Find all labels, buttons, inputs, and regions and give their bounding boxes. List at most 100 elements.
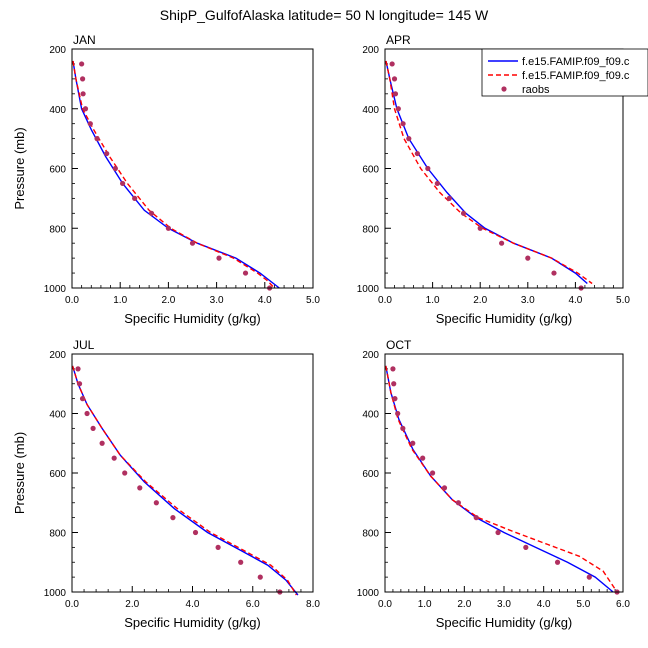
raobs-point xyxy=(112,165,118,172)
x-tick-label: 0.0 xyxy=(378,295,392,306)
raobs-point xyxy=(395,106,401,112)
x-axis-label: Specific Humidity (g/kg) xyxy=(124,311,261,326)
raobs-point xyxy=(165,225,171,231)
raobs-point xyxy=(410,440,416,446)
y-tick-label: 800 xyxy=(362,529,379,540)
raobs-point xyxy=(104,150,110,157)
raobs-point xyxy=(554,559,561,565)
x-tick-label: 3.0 xyxy=(210,295,224,306)
legend-swatch-raobs xyxy=(501,86,507,92)
raobs-point xyxy=(99,440,105,446)
y-tick-label: 400 xyxy=(362,105,379,116)
y-tick-label: 600 xyxy=(49,165,66,176)
raobs-point xyxy=(392,396,398,402)
plot-frame xyxy=(71,353,314,593)
x-axis-label: Specific Humidity (g/kg) xyxy=(124,615,261,630)
y-tick-label: 600 xyxy=(362,469,379,480)
raobs-point xyxy=(441,485,448,491)
raobs-point xyxy=(446,195,452,201)
raobs-point xyxy=(473,515,479,521)
raobs-point xyxy=(406,136,412,142)
raobs-point xyxy=(132,195,138,201)
raobs-point xyxy=(79,61,85,67)
model-b-line xyxy=(385,60,593,285)
raobs-point xyxy=(551,270,557,276)
x-axis-label: Specific Humidity (g/kg) xyxy=(436,615,573,630)
raobs-point xyxy=(153,500,159,506)
raobs-point xyxy=(523,544,529,550)
panel-jan: JAN 0.0 1.0 2.0 3.0 4.0 5.0 200 400 600 800 1000 Spe… xyxy=(12,33,320,326)
y-tick-label: 1000 xyxy=(357,588,380,599)
raobs-point xyxy=(80,91,86,97)
x-tick-label: 3.0 xyxy=(521,295,535,306)
panel-apr: APR 0.0 1.0 2.0 3.0 4.0 5.0 200 400 600 800 1000 Spe… xyxy=(357,33,631,326)
x-tick-label: 4.0 xyxy=(537,599,551,610)
x-tick-label: 5.0 xyxy=(616,295,630,306)
raobs-point xyxy=(120,180,126,187)
x-tick-label: 6.0 xyxy=(616,599,630,610)
raobs-point xyxy=(477,225,483,231)
y-tick-label: 1000 xyxy=(357,284,380,295)
x-tick-label: 5.0 xyxy=(576,599,590,610)
x-tick-label: 4.0 xyxy=(258,295,272,306)
panel-label: JUL xyxy=(73,338,95,352)
raobs-point xyxy=(434,180,440,187)
raobs-point xyxy=(400,425,406,431)
x-axis-label: Specific Humidity (g/kg) xyxy=(436,311,573,326)
panel-label: OCT xyxy=(386,338,412,352)
x-tick-label: 6.0 xyxy=(246,599,260,610)
raobs-point xyxy=(392,91,399,97)
raobs-point xyxy=(495,529,501,536)
x-tick-label: 1.0 xyxy=(113,295,127,306)
raobs-point xyxy=(216,255,222,261)
y-tick-label: 200 xyxy=(49,350,66,361)
model-b-line xyxy=(385,365,618,593)
y-tick-label: 1000 xyxy=(44,588,67,599)
legend-box xyxy=(481,48,648,97)
raobs-point xyxy=(390,366,396,372)
raobs-point xyxy=(460,210,467,216)
x-tick-label: 1.0 xyxy=(426,295,440,306)
y-tick-label: 400 xyxy=(49,105,66,116)
raobs-point xyxy=(414,150,420,157)
figure-title: ShipP_GulfofAlaska latitude= 50 N longit… xyxy=(160,7,489,23)
raobs-point xyxy=(76,381,83,387)
raobs-point xyxy=(170,515,176,521)
model-a-line xyxy=(72,60,280,289)
panel-jul: JUL 0.0 2.0 4.0 6.0 8.0 200 400 600 800 1000 Specif… xyxy=(12,338,320,630)
y-axis-label: Pressure (mb) xyxy=(12,127,27,209)
raobs-point xyxy=(80,76,86,82)
raobs-point xyxy=(425,165,431,172)
y-tick-label: 200 xyxy=(362,350,379,361)
model-a-line xyxy=(385,365,614,593)
plot-frame xyxy=(71,48,314,289)
panels: JAN 0.0 1.0 2.0 3.0 4.0 5.0 200 400 600 800 1000 Spe… xyxy=(12,33,630,630)
x-tick-label: 4.0 xyxy=(186,599,200,610)
x-tick-label: 0.0 xyxy=(65,599,79,610)
raobs-point xyxy=(420,455,426,461)
legend-label-raobs: raobs xyxy=(522,84,550,96)
y-tick-label: 200 xyxy=(362,45,379,56)
raobs-point xyxy=(82,106,89,112)
y-tick-label: 400 xyxy=(362,410,379,421)
x-tick-label: 2.0 xyxy=(473,295,487,306)
y-axis-label: Pressure (mb) xyxy=(12,432,27,514)
x-tick-label: 4.0 xyxy=(568,295,582,306)
raobs-point xyxy=(94,136,100,142)
raobs-point xyxy=(391,381,397,387)
raobs-point xyxy=(79,396,86,402)
raobs-point xyxy=(111,455,117,461)
x-tick-label: 5.0 xyxy=(306,295,320,306)
x-tick-label: 3.0 xyxy=(497,599,511,610)
x-tick-label: 2.0 xyxy=(161,295,175,306)
raobs-point xyxy=(455,500,461,506)
raobs-point xyxy=(395,410,401,417)
raobs-point xyxy=(238,559,244,565)
x-tick-label: 2.0 xyxy=(457,599,471,610)
y-tick-label: 800 xyxy=(49,224,66,235)
y-tick-label: 800 xyxy=(49,529,66,540)
panel-label: JAN xyxy=(73,33,96,47)
model-a-line xyxy=(71,365,299,596)
raobs-point xyxy=(90,425,96,431)
